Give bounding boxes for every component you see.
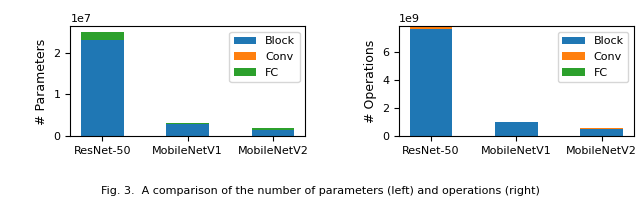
Legend: Block, Conv, FC: Block, Conv, FC [229,32,300,82]
Bar [410,29,452,136]
Legend: Block, Conv, FC: Block, Conv, FC [558,32,628,82]
Bar [252,130,294,136]
Y-axis label: # Operations: # Operations [364,40,376,123]
Bar [495,122,538,136]
Bar [580,128,623,129]
Bar [81,32,124,40]
Bar [81,40,124,136]
Bar [580,129,623,136]
Bar [166,124,209,136]
Bar [410,26,452,29]
Bar [252,128,294,130]
Bar [166,123,209,124]
Text: Fig. 3.  A comparison of the number of parameters (left) and operations (right): Fig. 3. A comparison of the number of pa… [100,186,540,196]
Y-axis label: # Parameters: # Parameters [35,38,48,125]
